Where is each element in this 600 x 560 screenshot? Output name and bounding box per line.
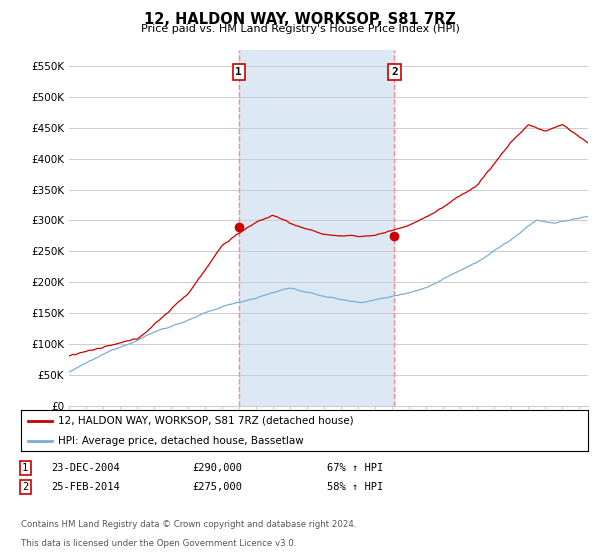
Bar [239,50,394,406]
Text: 12, HALDON WAY, WORKSOP, S81 7RZ (detached house): 12, HALDON WAY, WORKSOP, S81 7RZ (detach… [58,416,353,426]
Text: 1: 1 [235,67,242,77]
Text: 12, HALDON WAY, WORKSOP, S81 7RZ: 12, HALDON WAY, WORKSOP, S81 7RZ [144,12,456,27]
Text: 1: 1 [22,463,28,473]
Text: 58% ↑ HPI: 58% ↑ HPI [327,482,383,492]
Text: Price paid vs. HM Land Registry's House Price Index (HPI): Price paid vs. HM Land Registry's House … [140,24,460,34]
Text: 2: 2 [22,482,28,492]
Text: This data is licensed under the Open Government Licence v3.0.: This data is licensed under the Open Gov… [21,539,296,548]
Text: 23-DEC-2004: 23-DEC-2004 [51,463,120,473]
Text: Contains HM Land Registry data © Crown copyright and database right 2024.: Contains HM Land Registry data © Crown c… [21,520,356,529]
Text: HPI: Average price, detached house, Bassetlaw: HPI: Average price, detached house, Bass… [58,436,304,446]
Text: £275,000: £275,000 [192,482,242,492]
Text: 2: 2 [391,67,398,77]
Text: 67% ↑ HPI: 67% ↑ HPI [327,463,383,473]
Text: 25-FEB-2014: 25-FEB-2014 [51,482,120,492]
Text: £290,000: £290,000 [192,463,242,473]
